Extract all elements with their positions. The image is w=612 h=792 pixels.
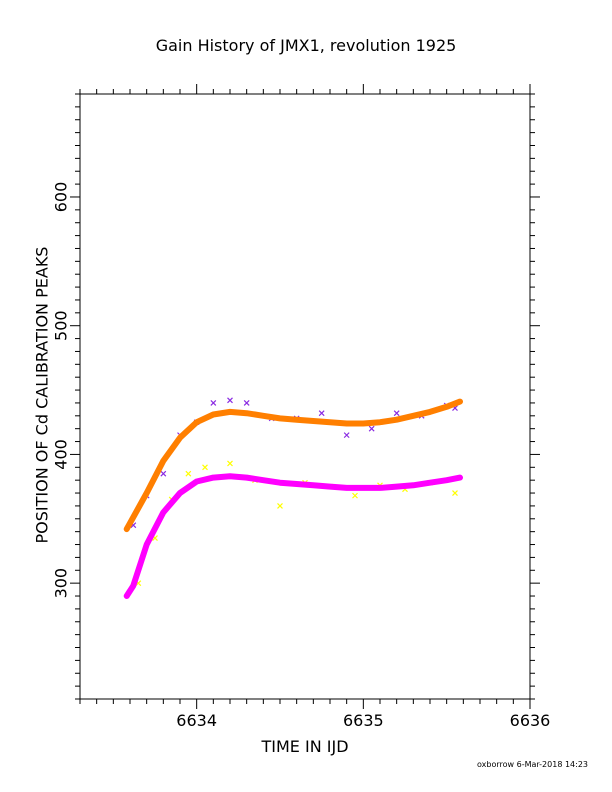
chart-title: Gain History of JMX1, revolution 1925 bbox=[155, 36, 457, 55]
series-0-point bbox=[160, 470, 167, 477]
series-0-point bbox=[318, 410, 325, 417]
plot-frame bbox=[79, 93, 531, 700]
y-tick-label: 500 bbox=[52, 310, 71, 341]
series-0-point bbox=[227, 397, 233, 404]
series-0-point bbox=[210, 400, 217, 406]
series-1-point bbox=[352, 492, 358, 499]
x-tick-label: 6634 bbox=[176, 711, 217, 730]
series-0-point bbox=[243, 400, 250, 406]
series-1-point bbox=[452, 490, 458, 496]
series-2-line bbox=[123, 398, 463, 533]
series-3-line bbox=[123, 473, 463, 599]
series-1-point bbox=[277, 502, 283, 509]
y-axis-label: POSITION OF Cd CALIBRATION PEAKS bbox=[32, 246, 52, 544]
series-0-point bbox=[343, 432, 350, 439]
y-tick-label: 600 bbox=[52, 182, 71, 213]
x-tick-label: 6636 bbox=[510, 711, 551, 730]
x-tick-label: 6635 bbox=[343, 711, 384, 730]
y-tick-label: 400 bbox=[52, 439, 71, 470]
series-1-point bbox=[202, 464, 208, 471]
series-1-point bbox=[227, 460, 233, 467]
footer-stamp: oxborrow 6-Mar-2018 14:23 bbox=[477, 760, 588, 769]
y-tick-label: 300 bbox=[52, 568, 71, 599]
data-marks bbox=[123, 397, 463, 599]
series-0-point bbox=[393, 410, 400, 417]
axis-ticks: 6634 6635 6636 300 400 500 600 bbox=[52, 84, 551, 730]
series-1-point bbox=[185, 470, 192, 477]
series-0-point bbox=[368, 425, 375, 432]
x-axis-label: TIME IN IJD bbox=[261, 737, 349, 756]
